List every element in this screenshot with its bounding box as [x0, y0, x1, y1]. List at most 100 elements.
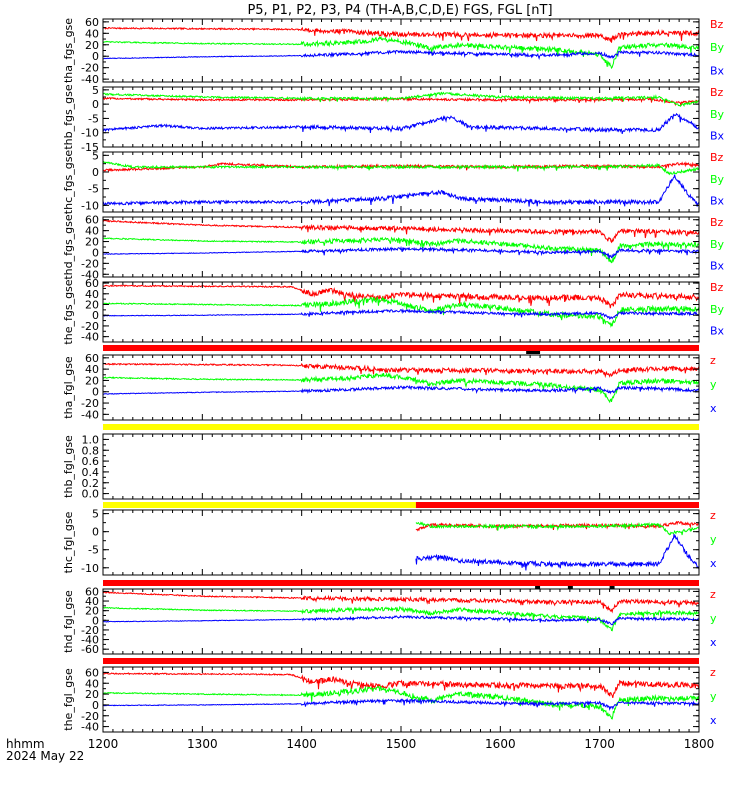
series-line-By: [102, 91, 700, 107]
x-tick-label: 1600: [485, 737, 516, 751]
legend-label-z: z: [710, 666, 716, 679]
series-line-Bz: [102, 284, 700, 309]
legend-label-Bz: Bz: [710, 18, 724, 31]
status-bar-segment: [103, 580, 699, 586]
y-tick-label: -40: [81, 331, 99, 344]
y-axis-title: thc_fgs_gse: [62, 150, 75, 215]
x-tick-label: 1500: [386, 737, 417, 751]
y-tick-label: 1.0: [82, 433, 100, 446]
y-tick-label: 60: [85, 352, 99, 365]
y-tick-label: 5: [92, 149, 99, 162]
y-tick-label: 20: [85, 299, 99, 312]
series-line-z: [102, 362, 700, 379]
x-tick-label: 1700: [584, 737, 615, 751]
series-line-y: [415, 521, 700, 536]
series-line-x: [102, 697, 700, 711]
y-tick-label: 0.2: [82, 477, 100, 490]
series-line-By: [102, 160, 700, 176]
series-line-x: [102, 384, 700, 395]
panel-frame: [102, 666, 700, 733]
y-axis-title: tha_fgs_gse: [62, 18, 75, 83]
series-line-Bz: [102, 219, 700, 244]
series-line-Bx: [103, 49, 700, 61]
chart-title: P5, P1, P2, P3, P4 (TH-A,B,C,D,E) FGS, F…: [247, 3, 552, 18]
y-tick-label: -20: [81, 62, 99, 75]
series-line-x: [415, 533, 700, 571]
legend-label-Bz: Bz: [710, 151, 724, 164]
panel-thc_fgl_gse: zyx 5 0 -5 -10 thc_fgl_gse: [62, 508, 717, 576]
y-tick-label: 0: [92, 50, 99, 63]
y-tick-label: -20: [81, 320, 99, 333]
y-tick-label: 0: [92, 247, 99, 260]
legend-label-y: y: [710, 690, 717, 703]
legend-label-By: By: [710, 303, 725, 316]
series-line-Bx: [102, 174, 700, 207]
series-line-Bz: [102, 26, 700, 43]
legend-label-y: y: [710, 612, 717, 625]
series-line-y: [102, 372, 700, 404]
y-tick-label: 20: [85, 39, 99, 52]
y-tick-label: -10: [81, 562, 99, 575]
legend-label-Bz: Bz: [710, 86, 724, 99]
legend-label-x: x: [710, 557, 717, 570]
legend-label-Bx: Bx: [710, 325, 725, 338]
legend-label-By: By: [710, 108, 725, 121]
y-tick-label: 0: [92, 309, 99, 322]
y-tick-label: 40: [85, 288, 99, 301]
y-tick-label: 20: [85, 605, 99, 618]
y-tick-label: -5: [88, 112, 99, 125]
series-line-x: [102, 614, 700, 626]
legend-label-y: y: [710, 533, 717, 546]
series-line-By: [102, 236, 700, 264]
y-tick-label: 0.0: [82, 488, 100, 501]
y-tick-label: 40: [85, 27, 99, 40]
status-bar-mark: [567, 586, 573, 589]
y-tick-label: -40: [81, 73, 99, 86]
panel-thb_fgs_gse: Bz By Bx 50-5 -10-15 thb_fgs_gse: [62, 84, 725, 154]
series-line-y: [102, 685, 700, 720]
series-line-By: [102, 295, 700, 328]
y-tick-label: 20: [85, 374, 99, 387]
x-tick-label: 1200: [88, 737, 119, 751]
y-tick-label: -20: [81, 624, 99, 637]
panel-frame: [102, 509, 700, 576]
panel-frame: [102, 433, 700, 500]
y-tick-label: 40: [85, 677, 99, 690]
status-bar-segment: [415, 502, 699, 508]
legend-label-x: x: [710, 636, 717, 649]
series-line-Bx: [102, 245, 700, 259]
legend-label-By: By: [710, 173, 725, 186]
y-tick-label: -10: [81, 127, 99, 140]
series-line-By: [102, 35, 700, 70]
x-axis-label: hhmm: [6, 737, 45, 751]
panel-frame: [102, 86, 700, 148]
series-line-z: [102, 672, 700, 699]
y-tick-label: 20: [85, 688, 99, 701]
panel-thb_fgl_gse: 1.00.80.60.40.20.0 thb_fgl_gse: [62, 433, 700, 501]
panel-thc_fgs_gse: Bz By Bx 5 0 -5 -10 thc_fgs_gse: [62, 149, 725, 214]
y-tick-label: 60: [85, 666, 99, 679]
y-axis-title: tha_fgl_gse: [62, 356, 75, 419]
status-bar-mark: [535, 586, 541, 589]
y-axis-title: the_fgs_gse: [62, 279, 75, 344]
legend-label-Bx: Bx: [710, 130, 725, 143]
legend-label-Bz: Bz: [710, 216, 724, 229]
y-tick-label: 40: [85, 363, 99, 376]
legend-label-By: By: [710, 41, 725, 54]
legend-label-Bx: Bx: [710, 260, 725, 273]
y-tick-label: -60: [81, 643, 99, 656]
legend-label-x: x: [710, 714, 717, 727]
y-tick-label: -40: [81, 634, 99, 647]
status-bar-segment: [103, 345, 699, 351]
panels-group: BzByBx6040200-20-40tha_fgs_gseBzByBx50-5…: [62, 16, 725, 734]
y-tick-label: -20: [81, 257, 99, 270]
y-tick-label: 0: [92, 614, 99, 627]
status-bar-segment: [103, 658, 699, 664]
